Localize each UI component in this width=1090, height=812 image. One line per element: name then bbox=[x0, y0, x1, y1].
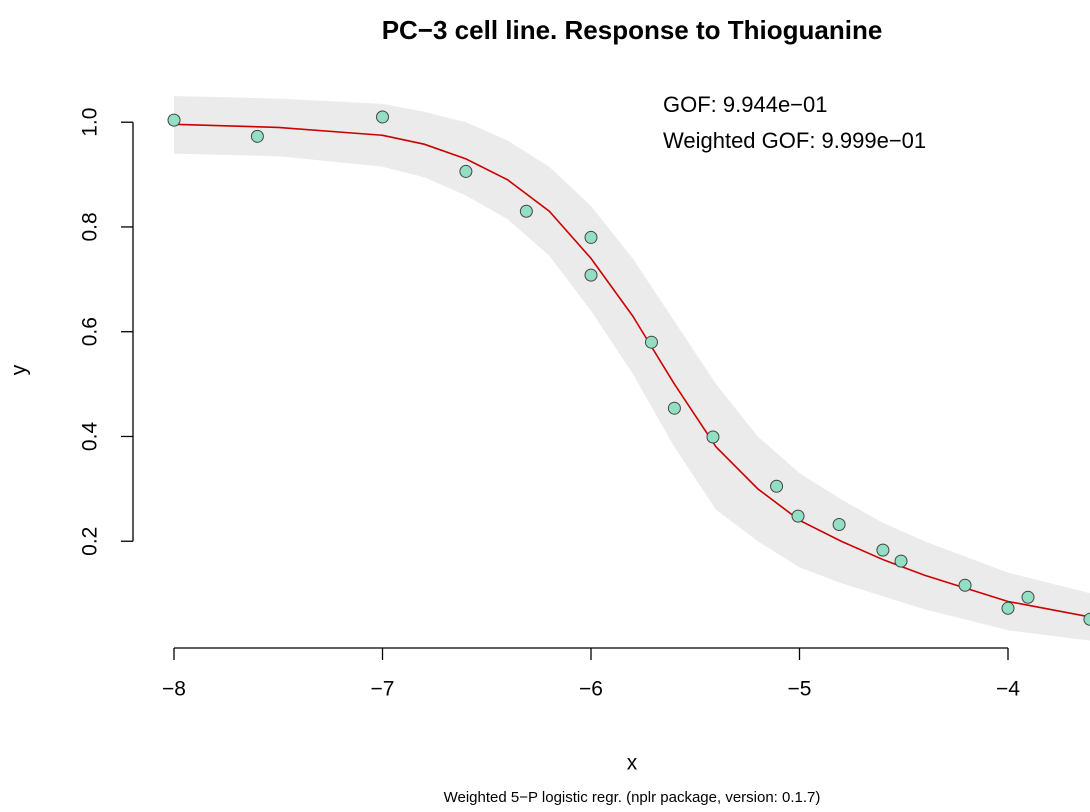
data-point bbox=[584, 268, 598, 282]
x-tick-label: −6 bbox=[579, 678, 603, 701]
x-tick-label: −5 bbox=[788, 678, 812, 701]
data-point bbox=[958, 578, 972, 592]
data-point bbox=[519, 204, 533, 218]
x-tick-label: −7 bbox=[371, 678, 395, 701]
data-point bbox=[644, 335, 658, 349]
data-point bbox=[770, 479, 784, 493]
y-tick-label: 1.0 bbox=[79, 108, 102, 137]
data-point bbox=[791, 509, 805, 523]
data-point bbox=[876, 543, 890, 557]
y-tick-label: 0.4 bbox=[79, 422, 102, 452]
data-point bbox=[250, 129, 264, 143]
data-point bbox=[1001, 601, 1015, 615]
annotation: GOF: 9.944e−01 bbox=[663, 92, 828, 117]
data-point bbox=[706, 430, 720, 444]
data-point bbox=[1021, 590, 1035, 604]
y-tick-label: 0.8 bbox=[79, 212, 102, 241]
y-tick-label: 0.2 bbox=[79, 527, 102, 556]
data-point bbox=[167, 113, 181, 127]
annotation: Weighted GOF: 9.999e−01 bbox=[663, 128, 926, 153]
chart-title: PC−3 cell line. Response to Thioguanine bbox=[382, 15, 883, 45]
confidence-band bbox=[174, 96, 1090, 641]
data-point bbox=[376, 110, 389, 124]
y-axis-label: y bbox=[8, 364, 31, 375]
data-point bbox=[584, 230, 598, 244]
data-point bbox=[894, 554, 908, 568]
subtitle: Weighted 5−P logistic regr. (nplr packag… bbox=[444, 789, 821, 806]
x-tick-label: −8 bbox=[162, 678, 186, 701]
y-tick-label: 0.6 bbox=[79, 317, 102, 346]
data-point bbox=[832, 517, 846, 531]
plot-area: −8 −7 −6 −5 −4 0.2 0.4 0.6 0.8 1.0 bbox=[79, 96, 1090, 701]
x-axis-label: x bbox=[627, 752, 638, 775]
data-point bbox=[459, 164, 473, 178]
x-tick-label: −4 bbox=[996, 678, 1020, 701]
data-point bbox=[667, 401, 681, 415]
